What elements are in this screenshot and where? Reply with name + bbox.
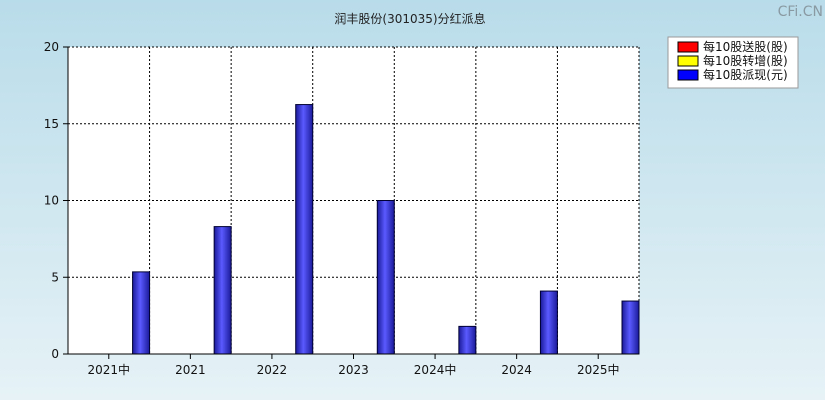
x-tick-label: 2024 <box>501 363 532 377</box>
y-axis-ticks: 0 5 10 15 20 <box>44 40 68 361</box>
legend-label-songgu: 每10股送股(股) <box>703 39 788 54</box>
legend-swatch-zhuanzeng <box>677 55 699 67</box>
x-axis-ticks: 2021中 2021 2022 2023 2024中 2024 2025中 <box>88 354 620 377</box>
y-tick-label: 15 <box>44 117 59 131</box>
bar-paixian <box>621 300 640 355</box>
legend-label-paixian: 每10股派现(元) <box>703 67 788 82</box>
bar-paixian <box>376 200 395 355</box>
legend-label-zhuanzeng: 每10股转增(股) <box>703 53 788 68</box>
y-tick-label: 10 <box>44 194 59 208</box>
bar-paixian <box>295 104 314 355</box>
legend-swatch-paixian <box>677 69 699 81</box>
y-tick-label: 20 <box>44 40 59 54</box>
chart-title: 润丰股份(301035)分红派息 <box>334 11 485 26</box>
x-tick-label: 2024中 <box>414 362 457 377</box>
legend: 每10股送股(股) 每10股转增(股) 每10股派现(元) <box>667 36 799 89</box>
x-tick-label: 2023 <box>338 363 369 377</box>
bar-paixian <box>132 271 151 355</box>
x-tick-label: 2025中 <box>577 362 620 377</box>
x-tick-label: 2021中 <box>88 362 131 377</box>
legend-swatch-songgu <box>677 41 699 53</box>
y-tick-label: 5 <box>51 270 59 284</box>
bar-paixian <box>458 325 477 355</box>
x-tick-label: 2021 <box>175 363 206 377</box>
x-tick-label: 2022 <box>257 363 288 377</box>
watermark: CFi.CN <box>778 4 823 20</box>
bar-paixian <box>539 290 558 355</box>
bar-paixian <box>213 226 232 355</box>
y-tick-label: 0 <box>51 347 59 361</box>
